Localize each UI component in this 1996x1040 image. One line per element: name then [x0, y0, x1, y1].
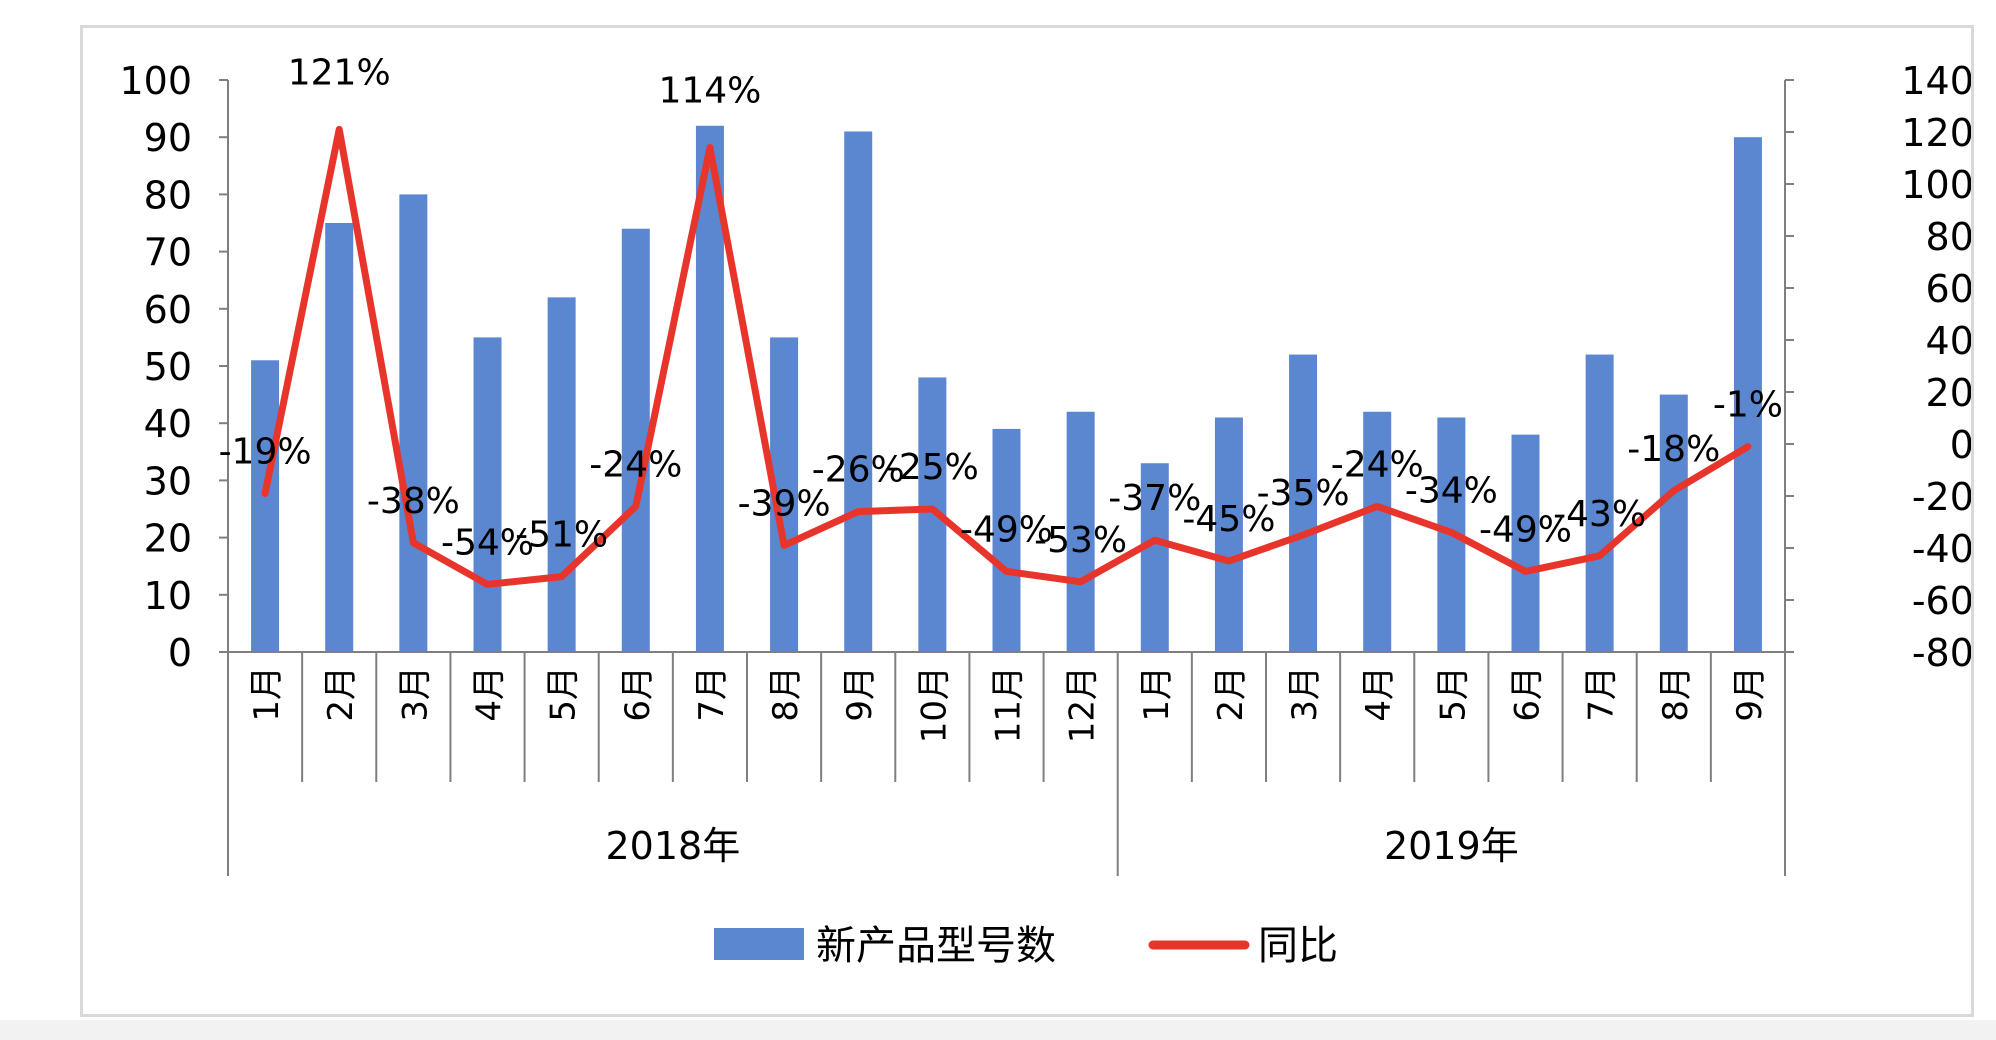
yoy-data-label: -53%	[1034, 520, 1127, 561]
bar	[621, 228, 650, 652]
yoy-data-label: -43%	[1553, 494, 1646, 535]
right-tick-label: -40%	[1912, 527, 1971, 571]
yoy-data-label: -24%	[589, 444, 682, 485]
month-label: 1月	[247, 666, 287, 722]
yoy-data-label: -26%	[812, 450, 905, 491]
left-tick-label: 90	[144, 116, 192, 160]
left-tick-label: 80	[144, 173, 192, 217]
legend: 新产品型号数 同比	[714, 923, 1338, 969]
yoy-data-label: -49%	[960, 509, 1053, 550]
month-label: 7月	[692, 666, 732, 722]
month-label: 4月	[470, 666, 510, 722]
month-label: 5月	[544, 666, 584, 722]
right-tick-label: 0%	[1950, 423, 1971, 467]
month-label: 9月	[1730, 666, 1770, 722]
month-label: 8月	[766, 666, 806, 722]
month-label: 7月	[1582, 666, 1622, 722]
yoy-data-label: 114%	[658, 71, 761, 112]
left-tick-label: 10	[144, 574, 192, 618]
bar	[399, 194, 428, 652]
left-tick-label: 40	[144, 402, 192, 446]
month-label: 6月	[618, 666, 658, 722]
bar	[547, 297, 576, 652]
left-tick-label: 30	[144, 459, 192, 503]
right-tick-label: 140%	[1901, 59, 1971, 103]
page-bottom-shade	[0, 1020, 1996, 1040]
bar	[1214, 417, 1243, 652]
yoy-data-label: -35%	[1257, 473, 1350, 514]
bar	[1140, 463, 1169, 652]
yoy-data-label: -38%	[367, 481, 460, 522]
legend-bar-swatch	[714, 928, 804, 960]
yoy-data-label: -25%	[886, 447, 979, 488]
left-tick-label: 100	[119, 59, 192, 103]
bar	[1511, 434, 1540, 652]
bar	[251, 360, 280, 652]
bar	[325, 223, 354, 652]
month-label: 9月	[840, 666, 880, 722]
yoy-data-label: 121%	[288, 52, 391, 93]
yoy-data-label: -18%	[1627, 429, 1720, 470]
left-tick-label: 70	[144, 231, 192, 275]
bar	[1363, 411, 1392, 652]
right-tick-label: -20%	[1912, 475, 1971, 519]
year-group-label: 2018年	[605, 824, 740, 868]
yoy-line	[261, 125, 1752, 588]
yoy-data-label: -37%	[1108, 478, 1201, 519]
yoy-data-label: -49%	[1479, 509, 1572, 550]
bar	[1733, 137, 1762, 652]
month-label: 5月	[1433, 666, 1473, 722]
left-tick-label: 50	[144, 345, 192, 389]
right-tick-label: 20%	[1926, 371, 1971, 415]
yoy-data-label: -39%	[738, 483, 831, 524]
yoy-data-label: -24%	[1331, 444, 1424, 485]
left-tick-label: 20	[144, 517, 192, 561]
month-label: 8月	[1656, 666, 1696, 722]
left-tick-label: 0	[168, 631, 192, 675]
bar	[1659, 394, 1688, 652]
right-tick-label: 40%	[1926, 319, 1971, 363]
month-label: 3月	[1285, 666, 1325, 722]
right-tick-label: -80%	[1912, 631, 1971, 675]
right-tick-label: 120%	[1901, 111, 1971, 155]
yoy-data-label: -1%	[1713, 385, 1783, 426]
bar	[844, 131, 873, 653]
bar	[1289, 354, 1318, 652]
bar	[992, 428, 1021, 652]
month-label: 4月	[1359, 666, 1399, 722]
month-label: 2月	[321, 666, 361, 722]
data-labels: -19% 121% -38%-54%-51% -24% 114% -39%-26%-25%…	[219, 52, 1783, 563]
bar-series	[251, 125, 1762, 653]
month-label: 12月	[1063, 666, 1103, 743]
month-label: 10月	[914, 666, 954, 743]
right-tick-label: 80%	[1926, 215, 1971, 259]
legend-bar-label: 新产品型号数	[816, 923, 1056, 969]
legend-line-label: 同比	[1258, 923, 1338, 969]
combo-chart: 0 10 20 30 40 50 60 70 80 90 100 -80% -60% -40% -20% 0%…	[119, 52, 1996, 969]
yoy-data-label: -51%	[515, 515, 608, 556]
year-group-label: 2019年	[1384, 824, 1519, 868]
month-label: 3月	[395, 666, 435, 722]
month-label: 6月	[1508, 666, 1548, 722]
right-tick-label: -60%	[1912, 579, 1971, 623]
right-tick-label: 100%	[1901, 163, 1971, 207]
month-label: 11月	[989, 666, 1029, 743]
bar	[1585, 354, 1614, 652]
left-tick-label: 60	[144, 288, 192, 332]
bar	[473, 337, 502, 652]
chart-frame: 0 10 20 30 40 50 60 70 80 90 100 -80% -60% -40% -20% 0%…	[80, 25, 1996, 1017]
yoy-data-label: -19%	[219, 431, 312, 472]
line-series	[261, 125, 1752, 588]
right-tick-label: 60%	[1926, 267, 1971, 311]
yoy-data-label: -45%	[1182, 499, 1275, 540]
month-label: 2月	[1211, 666, 1251, 722]
yoy-data-label: -54%	[441, 522, 534, 563]
bar	[1066, 411, 1095, 652]
month-label: 1月	[1137, 666, 1177, 722]
yoy-data-label: -34%	[1405, 470, 1498, 511]
